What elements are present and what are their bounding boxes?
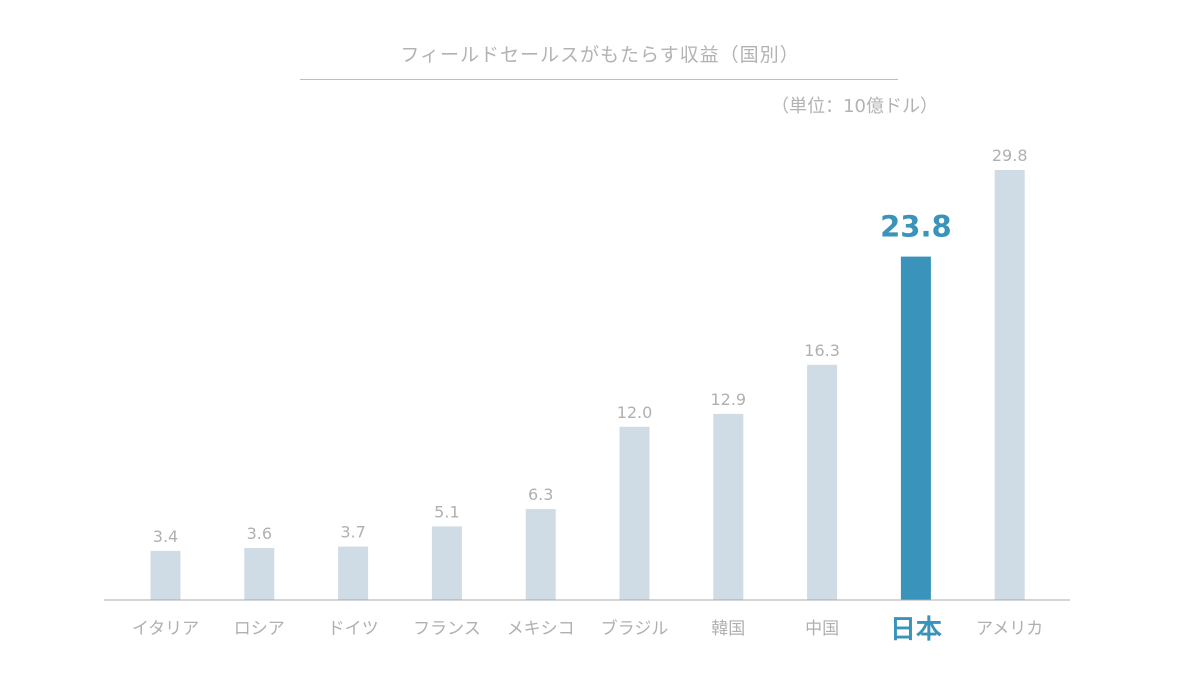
bar-7 bbox=[807, 364, 838, 600]
bar-6 bbox=[713, 413, 744, 600]
category-label-8: 日本 bbox=[890, 615, 942, 645]
title-divider bbox=[300, 79, 898, 80]
bar-9 bbox=[994, 170, 1025, 600]
bar-2 bbox=[338, 546, 369, 600]
bar-4 bbox=[525, 509, 556, 600]
category-label-6: 韓国 bbox=[711, 619, 745, 639]
category-label-1: ロシア bbox=[234, 619, 285, 639]
value-label-6: 12.9 bbox=[710, 390, 746, 409]
chart-title: フィールドセールスがもたらす収益（国別） bbox=[400, 44, 800, 66]
labels-group: 3.4 イタリア 3.6 ロシア 3.7 ドイツ 5.1 フランス 6.3 メキシコ 12.0 ブラジ… bbox=[132, 146, 1043, 645]
value-label-4: 6.3 bbox=[528, 485, 553, 504]
value-label-1: 3.6 bbox=[247, 524, 272, 543]
bar-3 bbox=[431, 526, 462, 600]
bar-0 bbox=[150, 550, 181, 600]
value-label-3: 5.1 bbox=[434, 502, 459, 521]
bar-5 bbox=[619, 426, 650, 600]
category-label-5: ブラジル bbox=[601, 618, 669, 639]
value-label-2: 3.7 bbox=[340, 523, 365, 542]
value-label-5: 12.0 bbox=[617, 403, 653, 422]
category-label-0: イタリア bbox=[132, 619, 199, 639]
category-label-9: アメリカ bbox=[976, 619, 1043, 639]
unit-label: （単位：10億ドル） bbox=[771, 96, 938, 117]
value-label-9: 29.8 bbox=[992, 146, 1028, 165]
bar-1 bbox=[244, 548, 275, 600]
category-label-4: メキシコ bbox=[507, 619, 575, 639]
value-label-7: 16.3 bbox=[804, 341, 840, 360]
bar-8 bbox=[900, 256, 931, 600]
value-label-0: 3.4 bbox=[153, 527, 178, 546]
bars-group bbox=[150, 170, 1025, 600]
category-label-7: 中国 bbox=[805, 619, 839, 639]
value-label-8: 23.8 bbox=[880, 210, 952, 244]
category-label-3: フランス bbox=[413, 619, 481, 639]
category-label-2: ドイツ bbox=[328, 619, 379, 639]
